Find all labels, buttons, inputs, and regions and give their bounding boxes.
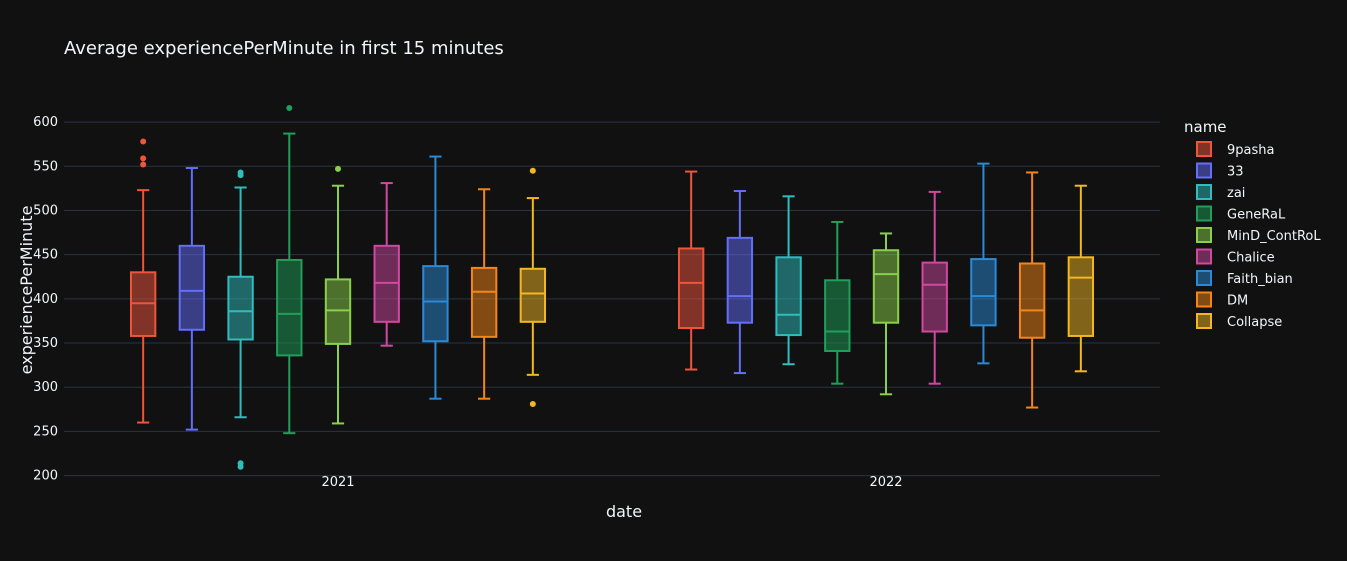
outlier-point	[140, 138, 147, 145]
legend-swatch	[1196, 227, 1212, 243]
legend-item-33[interactable]: 33	[1196, 162, 1244, 180]
legend-label: GeneRaL	[1227, 208, 1286, 223]
legend-item-zai[interactable]: zai	[1196, 184, 1245, 201]
box-MinD_ContRoL-2022[interactable]	[872, 232, 900, 396]
legend-swatch	[1196, 162, 1212, 179]
legend-item-Faith_bian[interactable]: Faith_bian	[1196, 270, 1293, 287]
box-Faith_bian-2021[interactable]	[422, 155, 449, 400]
iqr-box	[726, 236, 754, 324]
box-Chalice-2022[interactable]	[921, 190, 948, 385]
legend-swatch	[1196, 291, 1212, 308]
box-DM-2021[interactable]	[470, 188, 498, 400]
iqr-box	[677, 247, 705, 329]
legend[interactable]: name 9pasha 33 zai GeneRaL MinD_ContRoL Chali…	[1184, 118, 1321, 330]
gridlines	[64, 121, 1160, 477]
box-DM-2022[interactable]	[1018, 171, 1046, 409]
y-tick-labels: 200 250 300 350 400 450 500 550 600	[33, 115, 58, 483]
box-MinD_ContRoL-2021[interactable]	[324, 165, 352, 425]
box-plots	[129, 104, 1095, 470]
outlier-point	[529, 401, 536, 407]
iqr-box	[178, 244, 206, 331]
y-tick-label: 300	[33, 380, 58, 395]
legend-item-MinD_ContRoL[interactable]: MinD_ContRoL	[1196, 227, 1321, 244]
outlier-point	[237, 460, 244, 467]
outlier-point	[237, 169, 244, 176]
y-tick-label: 350	[33, 336, 58, 351]
box-Faith_bian-2022[interactable]	[970, 162, 997, 365]
y-tick-label: 400	[33, 292, 58, 307]
iqr-box	[1018, 262, 1046, 339]
legend-item-DM[interactable]: DM	[1196, 291, 1248, 309]
y-tick-label: 250	[33, 424, 58, 439]
box-Collapse-2021[interactable]	[519, 167, 547, 407]
y-tick-label: 450	[33, 248, 58, 263]
legend-swatch	[1196, 205, 1212, 222]
legend-label: zai	[1227, 186, 1245, 201]
legend-swatch	[1196, 248, 1212, 265]
y-tick-label: 200	[33, 469, 58, 484]
x-tick-labels: 2021 2022	[321, 475, 902, 490]
box-Collapse-2022[interactable]	[1067, 184, 1095, 373]
box-GeneRaL-2022[interactable]	[824, 220, 851, 385]
outlier-point	[529, 167, 536, 174]
iqr-box	[276, 258, 303, 357]
box-33-2022[interactable]	[726, 190, 754, 375]
legend-label: Collapse	[1227, 315, 1282, 330]
y-tick-label: 600	[33, 115, 58, 130]
outlier-point	[335, 165, 341, 172]
legend-swatch	[1196, 270, 1212, 286]
box-9pasha-2021[interactable]	[129, 138, 157, 424]
iqr-box	[970, 258, 997, 327]
box-33-2021[interactable]	[178, 167, 206, 431]
iqr-box	[872, 249, 900, 324]
outlier-point	[140, 161, 147, 168]
legend-label: 33	[1227, 165, 1244, 180]
outlier-point	[140, 155, 147, 162]
legend-swatch	[1196, 141, 1212, 157]
box-Chalice-2021[interactable]	[373, 182, 400, 347]
x-tick-label: 2021	[321, 475, 354, 490]
iqr-box	[775, 256, 802, 337]
legend-swatch	[1196, 313, 1212, 329]
x-axis-title: date	[606, 502, 642, 521]
iqr-box	[324, 278, 352, 345]
y-axis-title: experiencePerMinute	[17, 206, 36, 375]
iqr-box	[519, 267, 547, 323]
legend-label: DM	[1227, 294, 1248, 309]
chart-title: Average experiencePerMinute in first 15 …	[64, 38, 504, 59]
x-tick-label: 2022	[869, 475, 902, 490]
legend-item-Chalice[interactable]: Chalice	[1196, 248, 1275, 266]
legend-item-GeneRaL[interactable]: GeneRaL	[1196, 205, 1286, 223]
y-tick-label: 500	[33, 203, 58, 218]
box-GeneRaL-2021[interactable]	[276, 104, 303, 435]
legend-item-9pasha[interactable]: 9pasha	[1196, 141, 1274, 158]
legend-label: Faith_bian	[1227, 272, 1293, 287]
legend-title: name	[1184, 118, 1227, 136]
iqr-box	[1067, 256, 1095, 337]
iqr-box	[227, 275, 254, 341]
legend-label: MinD_ContRoL	[1227, 229, 1321, 244]
iqr-box	[422, 265, 449, 343]
box-9pasha-2022[interactable]	[677, 170, 705, 371]
iqr-box	[470, 266, 498, 338]
box-zai-2022[interactable]	[775, 195, 802, 366]
legend-label: Chalice	[1227, 251, 1275, 266]
legend-label: 9pasha	[1227, 143, 1274, 158]
y-tick-label: 550	[33, 159, 58, 174]
legend-swatch	[1196, 184, 1212, 200]
box-zai-2021[interactable]	[227, 169, 254, 470]
legend-item-Collapse[interactable]: Collapse	[1196, 313, 1282, 330]
outlier-point	[286, 104, 293, 111]
iqr-box	[921, 261, 948, 333]
iqr-box	[824, 279, 851, 352]
